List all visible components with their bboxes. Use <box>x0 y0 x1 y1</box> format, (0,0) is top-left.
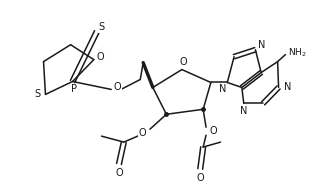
Text: N: N <box>284 82 291 92</box>
Text: P: P <box>71 84 78 94</box>
Text: O: O <box>97 52 104 62</box>
Text: N: N <box>240 106 248 116</box>
Text: O: O <box>180 57 188 67</box>
Text: O: O <box>209 126 217 136</box>
Text: O: O <box>138 128 146 138</box>
Text: S: S <box>99 22 105 32</box>
Text: O: O <box>197 173 204 183</box>
Text: O: O <box>113 82 121 92</box>
Text: S: S <box>35 89 41 99</box>
Text: N: N <box>219 84 226 94</box>
Text: N: N <box>258 40 266 50</box>
Text: O: O <box>115 168 123 178</box>
Text: NH$_2$: NH$_2$ <box>288 46 307 59</box>
